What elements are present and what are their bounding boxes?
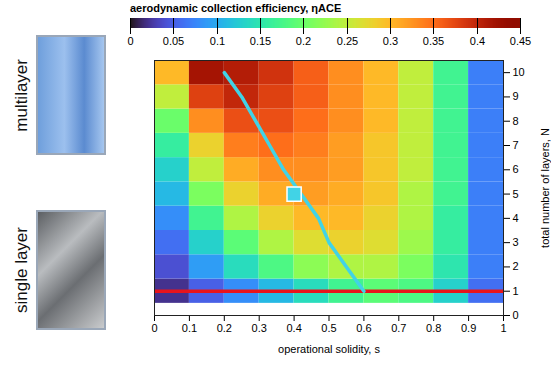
svg-text:1: 1 — [513, 285, 519, 297]
svg-text:0.2: 0.2 — [296, 35, 311, 47]
html-text:multilayer: multilayer — [12, 58, 31, 132]
svg-text:7: 7 — [513, 139, 519, 151]
svg-text:0.05: 0.05 — [163, 35, 184, 47]
svg-text:5: 5 — [513, 188, 519, 200]
svg-text:0.4: 0.4 — [286, 322, 301, 334]
svg-text:1: 1 — [500, 322, 506, 334]
svg-text:0.5: 0.5 — [321, 322, 336, 334]
svg-text:operational solidity, s: operational solidity, s — [278, 343, 380, 355]
svg-text:0.9: 0.9 — [461, 322, 476, 334]
svg-text:6: 6 — [513, 163, 519, 175]
svg-text:0.7: 0.7 — [391, 322, 406, 334]
svg-text:0.15: 0.15 — [250, 35, 271, 47]
svg-text:10: 10 — [513, 66, 525, 78]
svg-text:0.1: 0.1 — [182, 322, 197, 334]
svg-text:0.3: 0.3 — [383, 35, 398, 47]
svg-text:0.25: 0.25 — [337, 35, 358, 47]
svg-text:9: 9 — [513, 90, 519, 102]
svg-text:aerodynamic collection efficie: aerodynamic collection efficiency, ηACE — [130, 2, 341, 14]
svg-text:8: 8 — [513, 115, 519, 127]
svg-text:0.45: 0.45 — [510, 35, 531, 47]
svg-text:0: 0 — [513, 309, 519, 321]
svg-text:0.1: 0.1 — [210, 35, 225, 47]
svg-text:0.2: 0.2 — [217, 322, 232, 334]
svg-text:total number of layers, N: total number of layers, N — [539, 128, 551, 248]
svg-text:0.4: 0.4 — [470, 35, 485, 47]
html-text:single layer: single layer — [12, 226, 31, 313]
svg-text:0: 0 — [127, 35, 133, 47]
svg-text:0: 0 — [151, 322, 157, 334]
svg-text:0.3: 0.3 — [252, 322, 267, 334]
svg-text:0.35: 0.35 — [423, 35, 444, 47]
svg-text:0.6: 0.6 — [356, 322, 371, 334]
svg-text:3: 3 — [513, 236, 519, 248]
svg-text:0.8: 0.8 — [426, 322, 441, 334]
svg-text:2: 2 — [513, 260, 519, 272]
svg-text:4: 4 — [513, 212, 519, 224]
